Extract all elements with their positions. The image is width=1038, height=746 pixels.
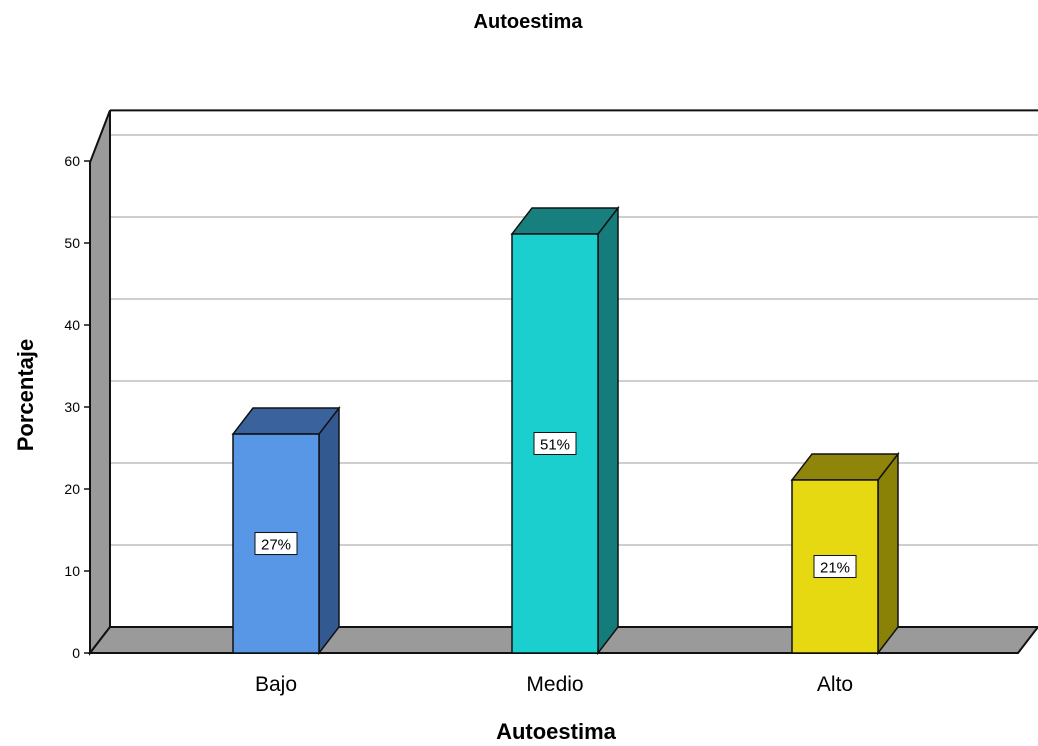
bar-alto: 21% xyxy=(790,451,900,656)
data-label-box xyxy=(254,532,298,556)
chart-title: Autoestima xyxy=(474,11,584,33)
y-axis: 0 10 20 30 40 50 60 xyxy=(64,153,90,661)
data-label-box xyxy=(813,554,857,578)
y-tick-label: 60 xyxy=(64,153,80,169)
x-category-label: Bajo xyxy=(255,673,297,696)
y-tick-label: 50 xyxy=(64,235,80,251)
y-tick-label: 30 xyxy=(64,399,80,415)
left-wall xyxy=(89,110,111,656)
y-tick-label: 10 xyxy=(64,563,80,579)
x-category-label: Alto xyxy=(817,673,853,696)
data-label: 51% xyxy=(540,436,570,453)
y-tick-label: 20 xyxy=(64,481,80,497)
y-tick-label: 40 xyxy=(64,317,80,333)
data-label: 21% xyxy=(820,559,850,576)
x-category-label: Medio xyxy=(526,673,583,696)
bar-side xyxy=(318,405,340,656)
x-axis-title: Autoestima xyxy=(496,719,617,744)
bar-bajo: 27% xyxy=(231,405,341,656)
y-axis-title: Porcentaje xyxy=(13,339,38,452)
data-label: 27% xyxy=(261,537,291,554)
bar-medio: 51% xyxy=(510,205,620,656)
x-axis: Bajo Medio Alto xyxy=(255,673,853,696)
bar-side xyxy=(877,451,899,656)
data-label-box xyxy=(533,431,577,455)
bars: 27% 51% 21% xyxy=(231,205,900,656)
bar-side xyxy=(597,205,619,656)
y-tick-label: 0 xyxy=(72,645,80,661)
